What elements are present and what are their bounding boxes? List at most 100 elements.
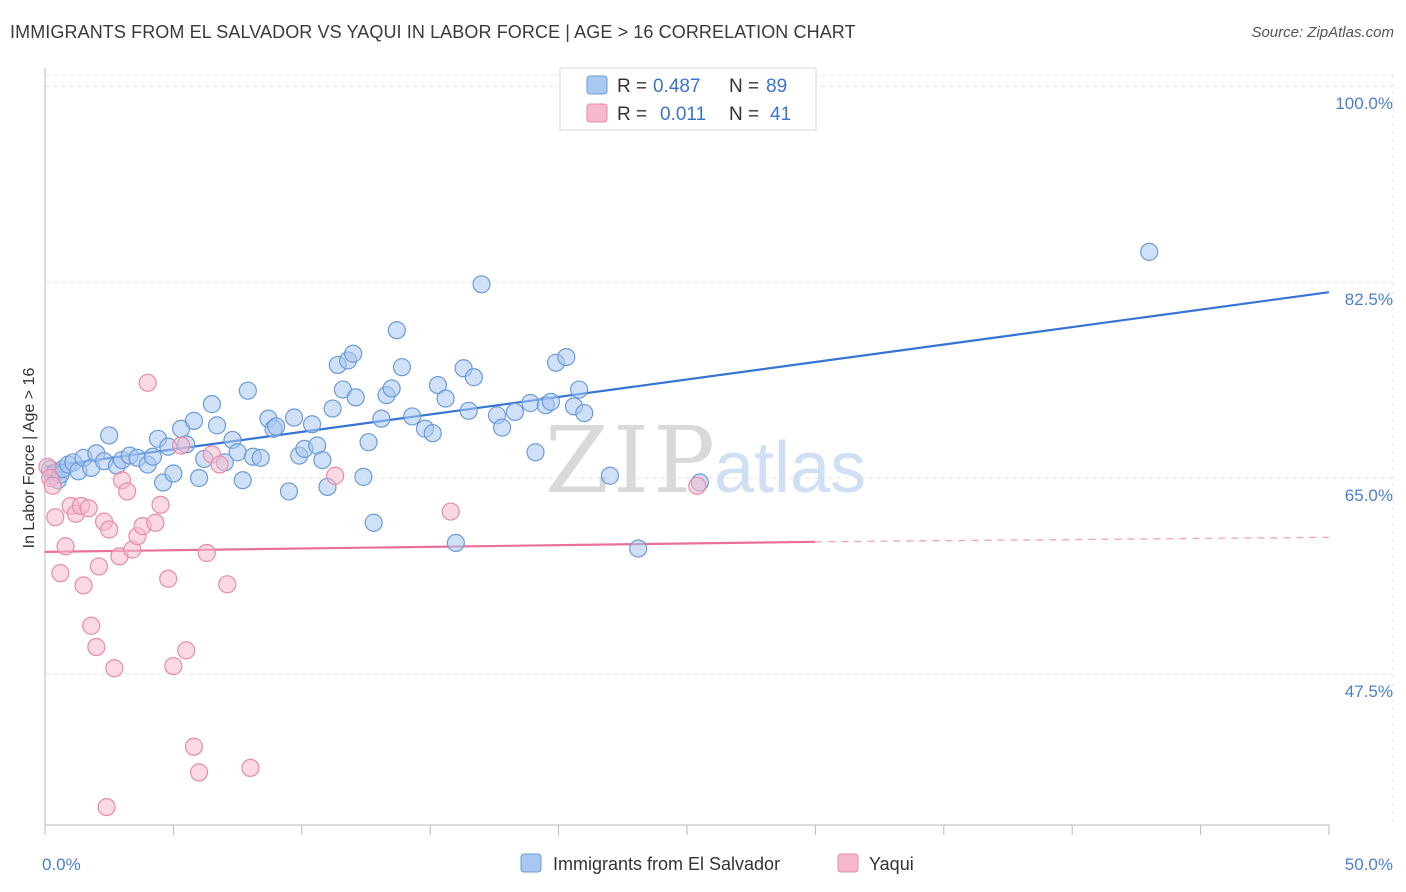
- series-0-point-47: [313, 450, 332, 470]
- watermark: ZIP atlas: [545, 407, 866, 514]
- series-1-point-11: [82, 616, 101, 635]
- legend-r-value-1: 0.487: [653, 76, 701, 97]
- legend-swatch-blue: [586, 75, 608, 95]
- legend-n-value-1: 89: [766, 76, 787, 97]
- y-tick-label-3: 100.0%: [1335, 94, 1393, 113]
- series-1-point-10: [79, 499, 98, 518]
- series-0-point-77: [526, 443, 545, 462]
- y-tick-label-2: 82.5%: [1345, 290, 1393, 309]
- series-0-point-72: [472, 275, 491, 294]
- series-0-point-71: [464, 368, 483, 387]
- series-0-point-63: [403, 407, 422, 426]
- series-1-point-29: [177, 641, 196, 660]
- bottom-legend-label-2: Yaqui: [869, 854, 914, 874]
- series-0-point-40: [267, 417, 286, 436]
- series-0-point-35: [238, 381, 257, 400]
- series-0-point-53: [344, 344, 363, 363]
- series-0-point-56: [359, 433, 378, 452]
- series-1-point-32: [197, 543, 216, 563]
- series-0-point-88: [557, 347, 576, 367]
- source-credit: Source: ZipAtlas.com: [1251, 24, 1394, 41]
- series-1-point-40: [97, 797, 116, 817]
- bottom-legend-label-1: Immigrants from El Salvador: [553, 854, 780, 874]
- trend-line-1: [44, 540, 816, 553]
- data-points: [38, 242, 1159, 817]
- series-1-point-25: [151, 495, 170, 514]
- series-0-point-76: [521, 393, 540, 413]
- series-0-point-84: [600, 466, 620, 485]
- x-tick-label-1: 50.0%: [1345, 855, 1393, 874]
- series-1-point-19: [118, 482, 137, 501]
- series-0-point-61: [387, 321, 406, 340]
- series-0-point-29: [202, 395, 222, 414]
- series-0-point-41: [279, 482, 299, 501]
- series-1-point-27: [164, 656, 183, 676]
- bottom-legend-swatch-blue: [520, 853, 542, 873]
- series-0-point-85: [629, 539, 648, 558]
- legend-bottom: Immigrants from El Salvador Yaqui: [520, 853, 914, 874]
- y-axis-label: In Labor Force | Age > 16: [21, 368, 38, 549]
- legend-n-label-1: N =: [729, 76, 759, 97]
- legend-n-label-2: N =: [729, 104, 759, 125]
- series-0-point-75: [505, 402, 525, 422]
- series-1-point-34: [210, 455, 229, 474]
- trend-lines: [44, 291, 1330, 553]
- series-1-point-30: [184, 737, 204, 756]
- series-0-point-55: [354, 467, 373, 486]
- legend-r-label-2: R =: [617, 104, 647, 125]
- legend-top: R = 0.487 N = 89 R = 0.011 N = 41: [559, 67, 817, 131]
- series-1-point-12: [87, 637, 106, 657]
- axes: [44, 68, 1330, 835]
- legend-n-value-2: 41: [770, 104, 791, 125]
- series-1-point-37: [326, 466, 345, 485]
- series-1-point-5: [56, 537, 75, 556]
- watermark-atlas: atlas: [714, 428, 866, 508]
- series-0-point-54: [346, 388, 365, 407]
- series-1-point-36: [241, 758, 260, 778]
- series-0-point-45: [302, 415, 322, 434]
- series-1-point-31: [189, 763, 209, 782]
- series-0-point-82: [570, 380, 589, 399]
- bottom-legend-swatch-pink: [837, 853, 859, 873]
- series-0-point-26: [184, 411, 204, 430]
- trend-line-dashed-1: [815, 536, 1330, 543]
- series-0-point-70: [459, 401, 478, 420]
- series-1-point-16: [105, 659, 124, 678]
- series-0-point-65: [423, 424, 442, 443]
- series-1-point-35: [218, 575, 237, 594]
- series-0-point-79: [541, 392, 560, 411]
- series-0-point-68: [446, 533, 465, 553]
- series-0-point-83: [575, 403, 594, 423]
- legend-r-label-1: R =: [617, 76, 647, 97]
- trend-line-0: [44, 291, 1330, 468]
- legend-r-value-2: 0.011: [660, 104, 706, 125]
- series-0-point-62: [392, 358, 412, 377]
- series-0-point-23: [164, 464, 183, 483]
- series-0-point-49: [323, 399, 342, 418]
- x-tick-label-0: 0.0%: [42, 855, 81, 874]
- series-0-point-57: [364, 513, 383, 532]
- series-0-point-58: [372, 409, 391, 428]
- legend-swatch-pink: [586, 103, 608, 123]
- series-1-point-13: [89, 557, 109, 576]
- series-1-point-38: [441, 502, 460, 521]
- chart-title: IMMIGRANTS FROM EL SALVADOR VS YAQUI IN …: [10, 22, 856, 42]
- series-1-point-23: [138, 373, 157, 392]
- series-0-point-87: [1140, 242, 1159, 261]
- tick-labels: 47.5% 65.0% 82.5% 100.0% 0.0% 50.0%: [42, 94, 1393, 874]
- series-0-point-67: [436, 389, 455, 408]
- series-0-point-27: [189, 468, 209, 488]
- series-0-point-66: [428, 375, 448, 395]
- series-0-point-33: [228, 443, 247, 462]
- series-0-point-34: [233, 471, 252, 490]
- series-1-point-26: [159, 569, 178, 588]
- series-1-point-15: [100, 520, 119, 539]
- series-1-point-9: [74, 576, 93, 595]
- series-0-point-37: [251, 448, 270, 467]
- series-0-point-60: [382, 379, 401, 398]
- series-1-point-39: [688, 476, 707, 495]
- series-1-point-4: [51, 564, 70, 583]
- series-0-point-42: [284, 408, 304, 427]
- y-tick-label-0: 47.5%: [1345, 682, 1393, 701]
